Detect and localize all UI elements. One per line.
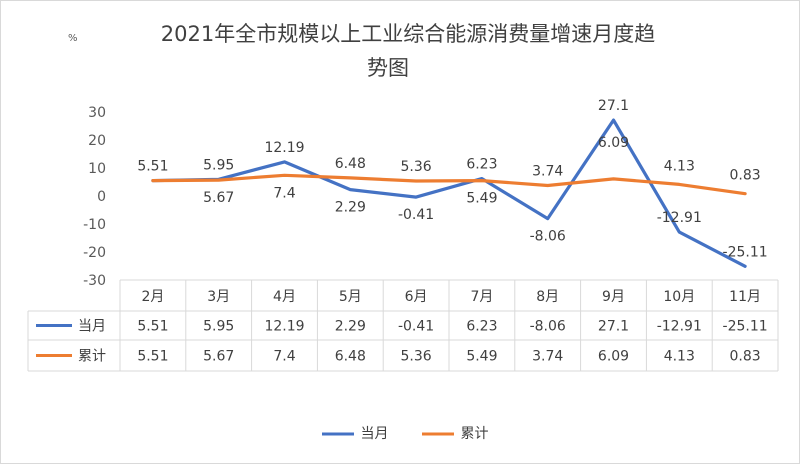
series-line-0 bbox=[151, 118, 747, 268]
table-cell-value: 4.13 bbox=[664, 349, 695, 365]
data-label-cumulative: 6.09 bbox=[598, 135, 629, 151]
table-cell-value: 6.23 bbox=[466, 319, 497, 335]
data-label-cumulative: 5.36 bbox=[401, 159, 432, 175]
chart-title-line2: 势图 bbox=[367, 56, 409, 80]
table-cell-value: 6.48 bbox=[335, 349, 366, 365]
legend-swatch-monthly bbox=[322, 432, 354, 436]
x-category-label: 10月 bbox=[663, 289, 695, 305]
table-cell-value: 5.51 bbox=[137, 319, 168, 335]
data-label-monthly: 2.29 bbox=[335, 200, 366, 216]
table-cell-value: 0.83 bbox=[730, 349, 761, 365]
data-label-monthly: -12.91 bbox=[657, 210, 702, 226]
table-cell-value: -25.11 bbox=[723, 319, 768, 335]
data-label-monthly: -0.41 bbox=[398, 207, 434, 223]
data-label-cumulative: 0.83 bbox=[730, 168, 761, 184]
table-cell-value: 6.09 bbox=[598, 349, 629, 365]
y-tick-label: 20 bbox=[88, 133, 106, 149]
table-cell-value: 7.4 bbox=[273, 349, 295, 365]
legend-item-cumulative: 累计 bbox=[420, 423, 488, 443]
x-category-label: 5月 bbox=[339, 289, 362, 305]
data-label-monthly: 5.95 bbox=[203, 157, 234, 173]
y-tick-label: 0 bbox=[97, 189, 106, 205]
table-cell-value: 5.36 bbox=[401, 349, 432, 365]
x-category-label: 3月 bbox=[207, 289, 230, 305]
table-cell-value: 3.74 bbox=[532, 349, 563, 365]
legend-label-cumulative: 累计 bbox=[460, 426, 489, 442]
table-cell-value: 5.51 bbox=[137, 349, 168, 365]
x-category-label: 7月 bbox=[470, 289, 493, 305]
table-cell-value: -0.41 bbox=[398, 319, 434, 335]
data-label-monthly: 12.19 bbox=[264, 140, 304, 156]
data-label-cumulative: 5.49 bbox=[466, 191, 497, 207]
table-series-name: 当月 bbox=[78, 319, 106, 335]
legend-label-monthly: 当月 bbox=[360, 426, 389, 442]
data-label-monthly: 27.1 bbox=[598, 98, 629, 114]
legend-swatch-cumulative bbox=[422, 432, 454, 436]
table-cell-value: 2.29 bbox=[335, 319, 366, 335]
y-tick-label: -30 bbox=[83, 273, 106, 289]
table-cell-value: 5.49 bbox=[466, 349, 497, 365]
data-label-cumulative: 5.67 bbox=[203, 190, 234, 206]
table-cell-value: -12.91 bbox=[657, 319, 702, 335]
data-label-cumulative: 3.74 bbox=[532, 164, 563, 180]
table-cell-value: 5.67 bbox=[203, 349, 234, 365]
x-category-label: 2月 bbox=[141, 289, 164, 305]
chart-title-line1: 2021年全市规模以上工业综合能源消费量增速月度趋 bbox=[160, 22, 656, 46]
table-cell-value: 27.1 bbox=[598, 319, 629, 335]
y-tick-label: 10 bbox=[88, 161, 106, 177]
y-tick-label: -20 bbox=[83, 245, 106, 261]
x-category-label: 8月 bbox=[536, 289, 559, 305]
data-label-monthly: 5.51 bbox=[137, 159, 168, 175]
data-label-monthly: -8.06 bbox=[530, 229, 566, 245]
x-category-label: 4月 bbox=[273, 289, 296, 305]
legend-item-monthly: 当月 bbox=[320, 423, 388, 443]
table-cell-value: 5.95 bbox=[203, 319, 234, 335]
table-series-name: 累计 bbox=[78, 349, 106, 365]
table-cell-value: -8.06 bbox=[530, 319, 566, 335]
data-label-cumulative: 7.4 bbox=[273, 185, 295, 201]
x-category-label: 11月 bbox=[729, 289, 761, 305]
x-category-label: 6月 bbox=[405, 289, 428, 305]
y-tick-label: 30 bbox=[88, 105, 106, 121]
data-label-cumulative: 6.48 bbox=[335, 156, 366, 172]
y-tick-label: -10 bbox=[83, 217, 106, 233]
series-line-1 bbox=[151, 173, 747, 196]
unit-label: % bbox=[68, 33, 78, 44]
data-label-monthly: -25.11 bbox=[723, 244, 768, 260]
table-cell-value: 12.19 bbox=[264, 319, 304, 335]
data-label-monthly: 6.23 bbox=[466, 157, 497, 173]
data-label-cumulative: 4.13 bbox=[664, 158, 695, 174]
x-category-label: 9月 bbox=[602, 289, 625, 305]
